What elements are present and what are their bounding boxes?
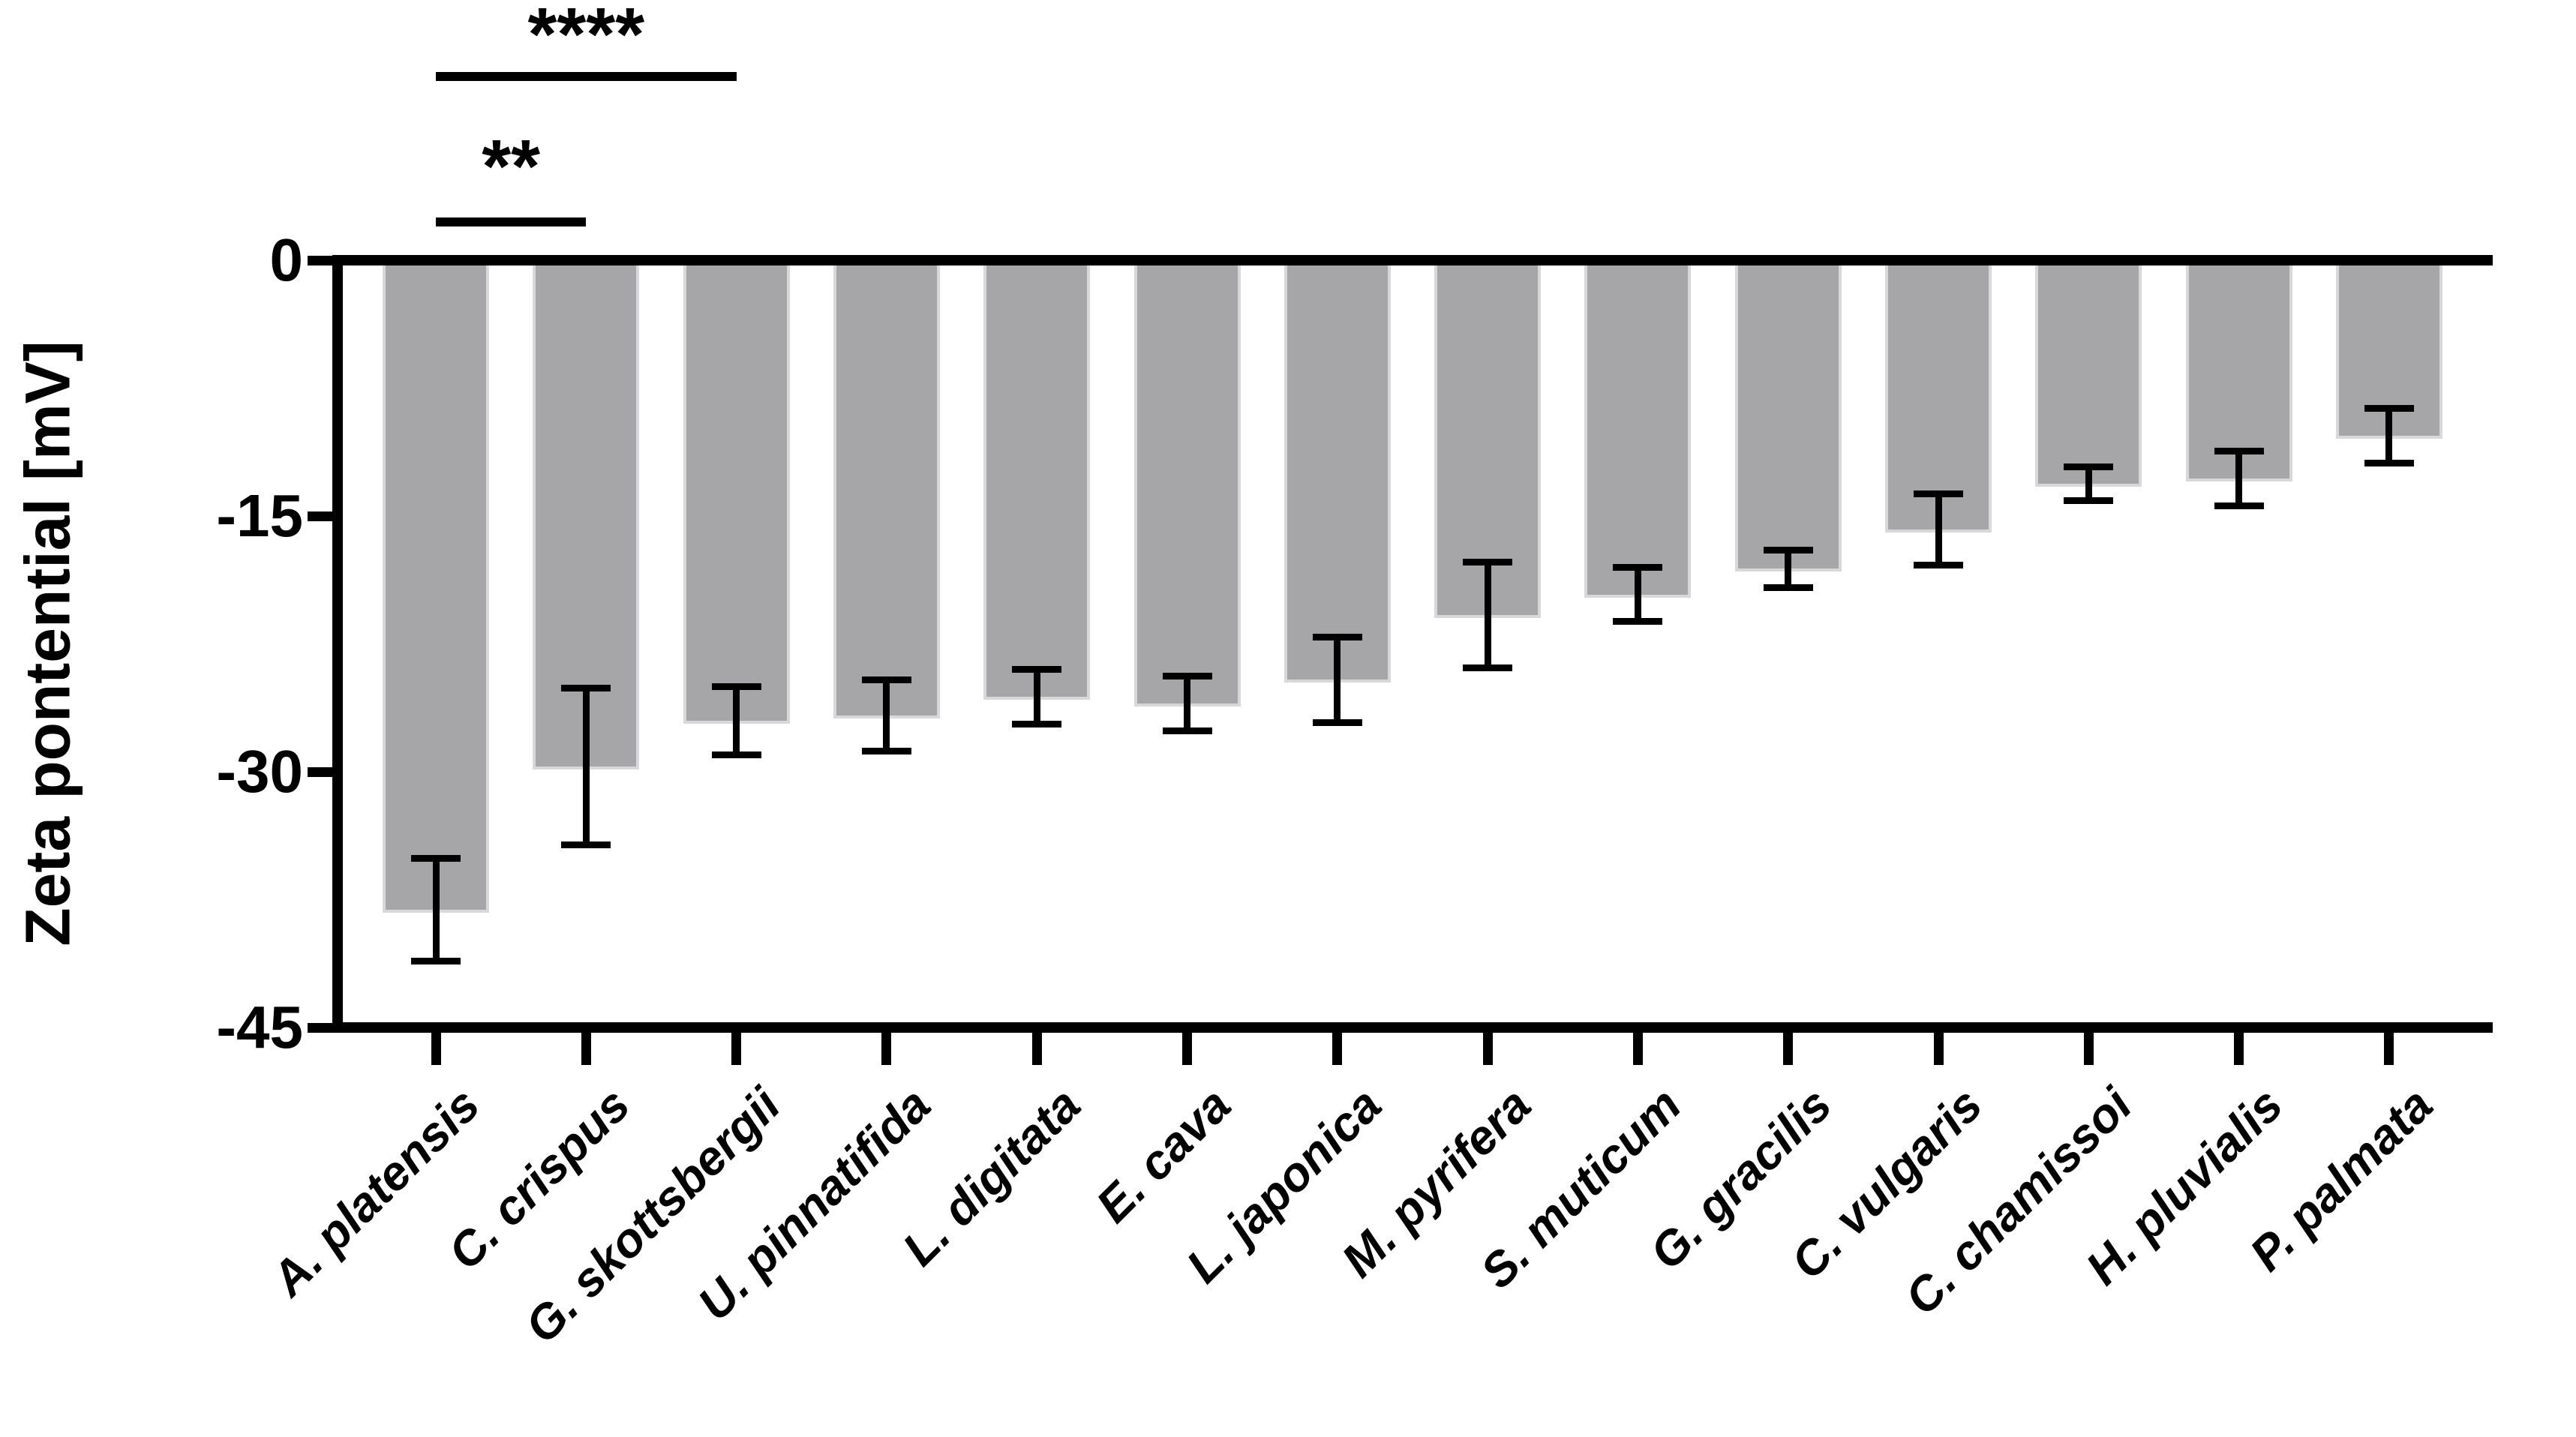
error-bar-cap-bottom (1763, 584, 1813, 591)
bar-8 (1437, 260, 1539, 615)
x-tick (881, 1033, 892, 1065)
x-tick (2234, 1033, 2244, 1065)
bar-4 (836, 260, 937, 716)
error-bar-line (1484, 562, 1491, 668)
error-bar-line (582, 688, 590, 845)
x-tick (1332, 1033, 1343, 1065)
error-bar-cap-bottom (561, 842, 611, 849)
x-axis-line (332, 1022, 2493, 1033)
category-label: A. platensis (260, 1077, 490, 1306)
error-bar-line (1935, 494, 1942, 566)
error-bar-line (883, 680, 890, 752)
y-tick-label: -45 (216, 994, 303, 1060)
error-bar-cap-top (2064, 463, 2114, 470)
significance-stars: ** (482, 124, 541, 208)
bar-11 (1888, 260, 1989, 530)
bar-9 (1587, 260, 1689, 595)
error-bar-cap-top (1463, 558, 1513, 566)
error-bar-line (432, 858, 440, 962)
significance-bracket-line (436, 72, 737, 81)
error-bar-cap-bottom (2364, 460, 2414, 467)
x-tick (1182, 1033, 1192, 1065)
error-bar-cap-bottom (711, 751, 761, 758)
significance-bracket-line (436, 218, 587, 226)
error-bar-cap-bottom (1613, 618, 1663, 626)
error-bar-line (2235, 451, 2243, 506)
bar-3 (686, 260, 787, 721)
error-bar-cap-top (561, 685, 611, 692)
y-tick-label: -30 (216, 738, 303, 805)
error-bar-cap-top (1012, 666, 1062, 674)
y-tick (308, 255, 332, 266)
error-bar-cap-top (1312, 633, 1362, 640)
error-bar-line (1184, 676, 1190, 731)
x-tick (1632, 1033, 1643, 1065)
error-bar-line (1634, 567, 1641, 622)
error-bar-cap-top (711, 682, 761, 690)
x-tick (1031, 1033, 1042, 1065)
bar-1 (386, 260, 486, 910)
x-tick (731, 1033, 742, 1065)
bar-10 (1737, 260, 1839, 569)
error-bar-cap-top (1914, 490, 1963, 497)
error-bar-line (1334, 637, 1341, 723)
x-tick (1933, 1033, 1944, 1065)
y-tick (308, 511, 332, 521)
error-bar-line (733, 686, 740, 755)
x-tick (2083, 1033, 2094, 1065)
error-bar-cap-bottom (1312, 718, 1362, 726)
bar-13 (2188, 260, 2289, 478)
x-tick (1482, 1033, 1493, 1065)
error-bar-cap-bottom (1463, 664, 1513, 671)
y-tick-label: 0 (269, 226, 304, 293)
error-bar-cap-top (1613, 563, 1663, 571)
error-bar-cap-bottom (1162, 727, 1212, 734)
x-tick (581, 1033, 591, 1065)
x-tick (2384, 1033, 2394, 1065)
category-label: G. skottsbergii (514, 1077, 791, 1354)
error-bar-cap-bottom (1012, 720, 1062, 728)
zero-baseline (332, 255, 2493, 266)
error-bar-cap-top (411, 855, 461, 862)
error-bar-line (2385, 408, 2393, 464)
bar-5 (986, 260, 1088, 697)
bar-6 (1136, 260, 1238, 704)
error-bar-cap-bottom (2214, 502, 2264, 509)
x-tick (1783, 1033, 1794, 1065)
error-bar-cap-top (1162, 673, 1212, 680)
y-tick-label: -15 (216, 482, 303, 549)
y-axis-line (332, 255, 343, 1033)
y-tick (308, 1022, 332, 1033)
bar-2 (536, 260, 637, 767)
y-tick (308, 766, 332, 777)
x-tick (431, 1033, 441, 1065)
significance-stars: **** (527, 0, 645, 76)
error-bar-cap-top (861, 676, 911, 683)
bar-12 (2038, 260, 2139, 484)
error-bar-line (1785, 550, 1792, 588)
error-bar-cap-bottom (861, 748, 911, 755)
error-bar-cap-top (2364, 405, 2414, 412)
bar-7 (1286, 260, 1388, 680)
error-bar-cap-bottom (2064, 497, 2114, 505)
error-bar-cap-bottom (1914, 562, 1963, 569)
error-bar-line (1033, 669, 1040, 724)
category-label: E. cava (1085, 1077, 1241, 1233)
error-bar-cap-top (1763, 546, 1813, 554)
error-bar-line (2085, 466, 2092, 501)
error-bar-cap-bottom (411, 957, 461, 964)
error-bar-cap-top (2214, 448, 2264, 455)
